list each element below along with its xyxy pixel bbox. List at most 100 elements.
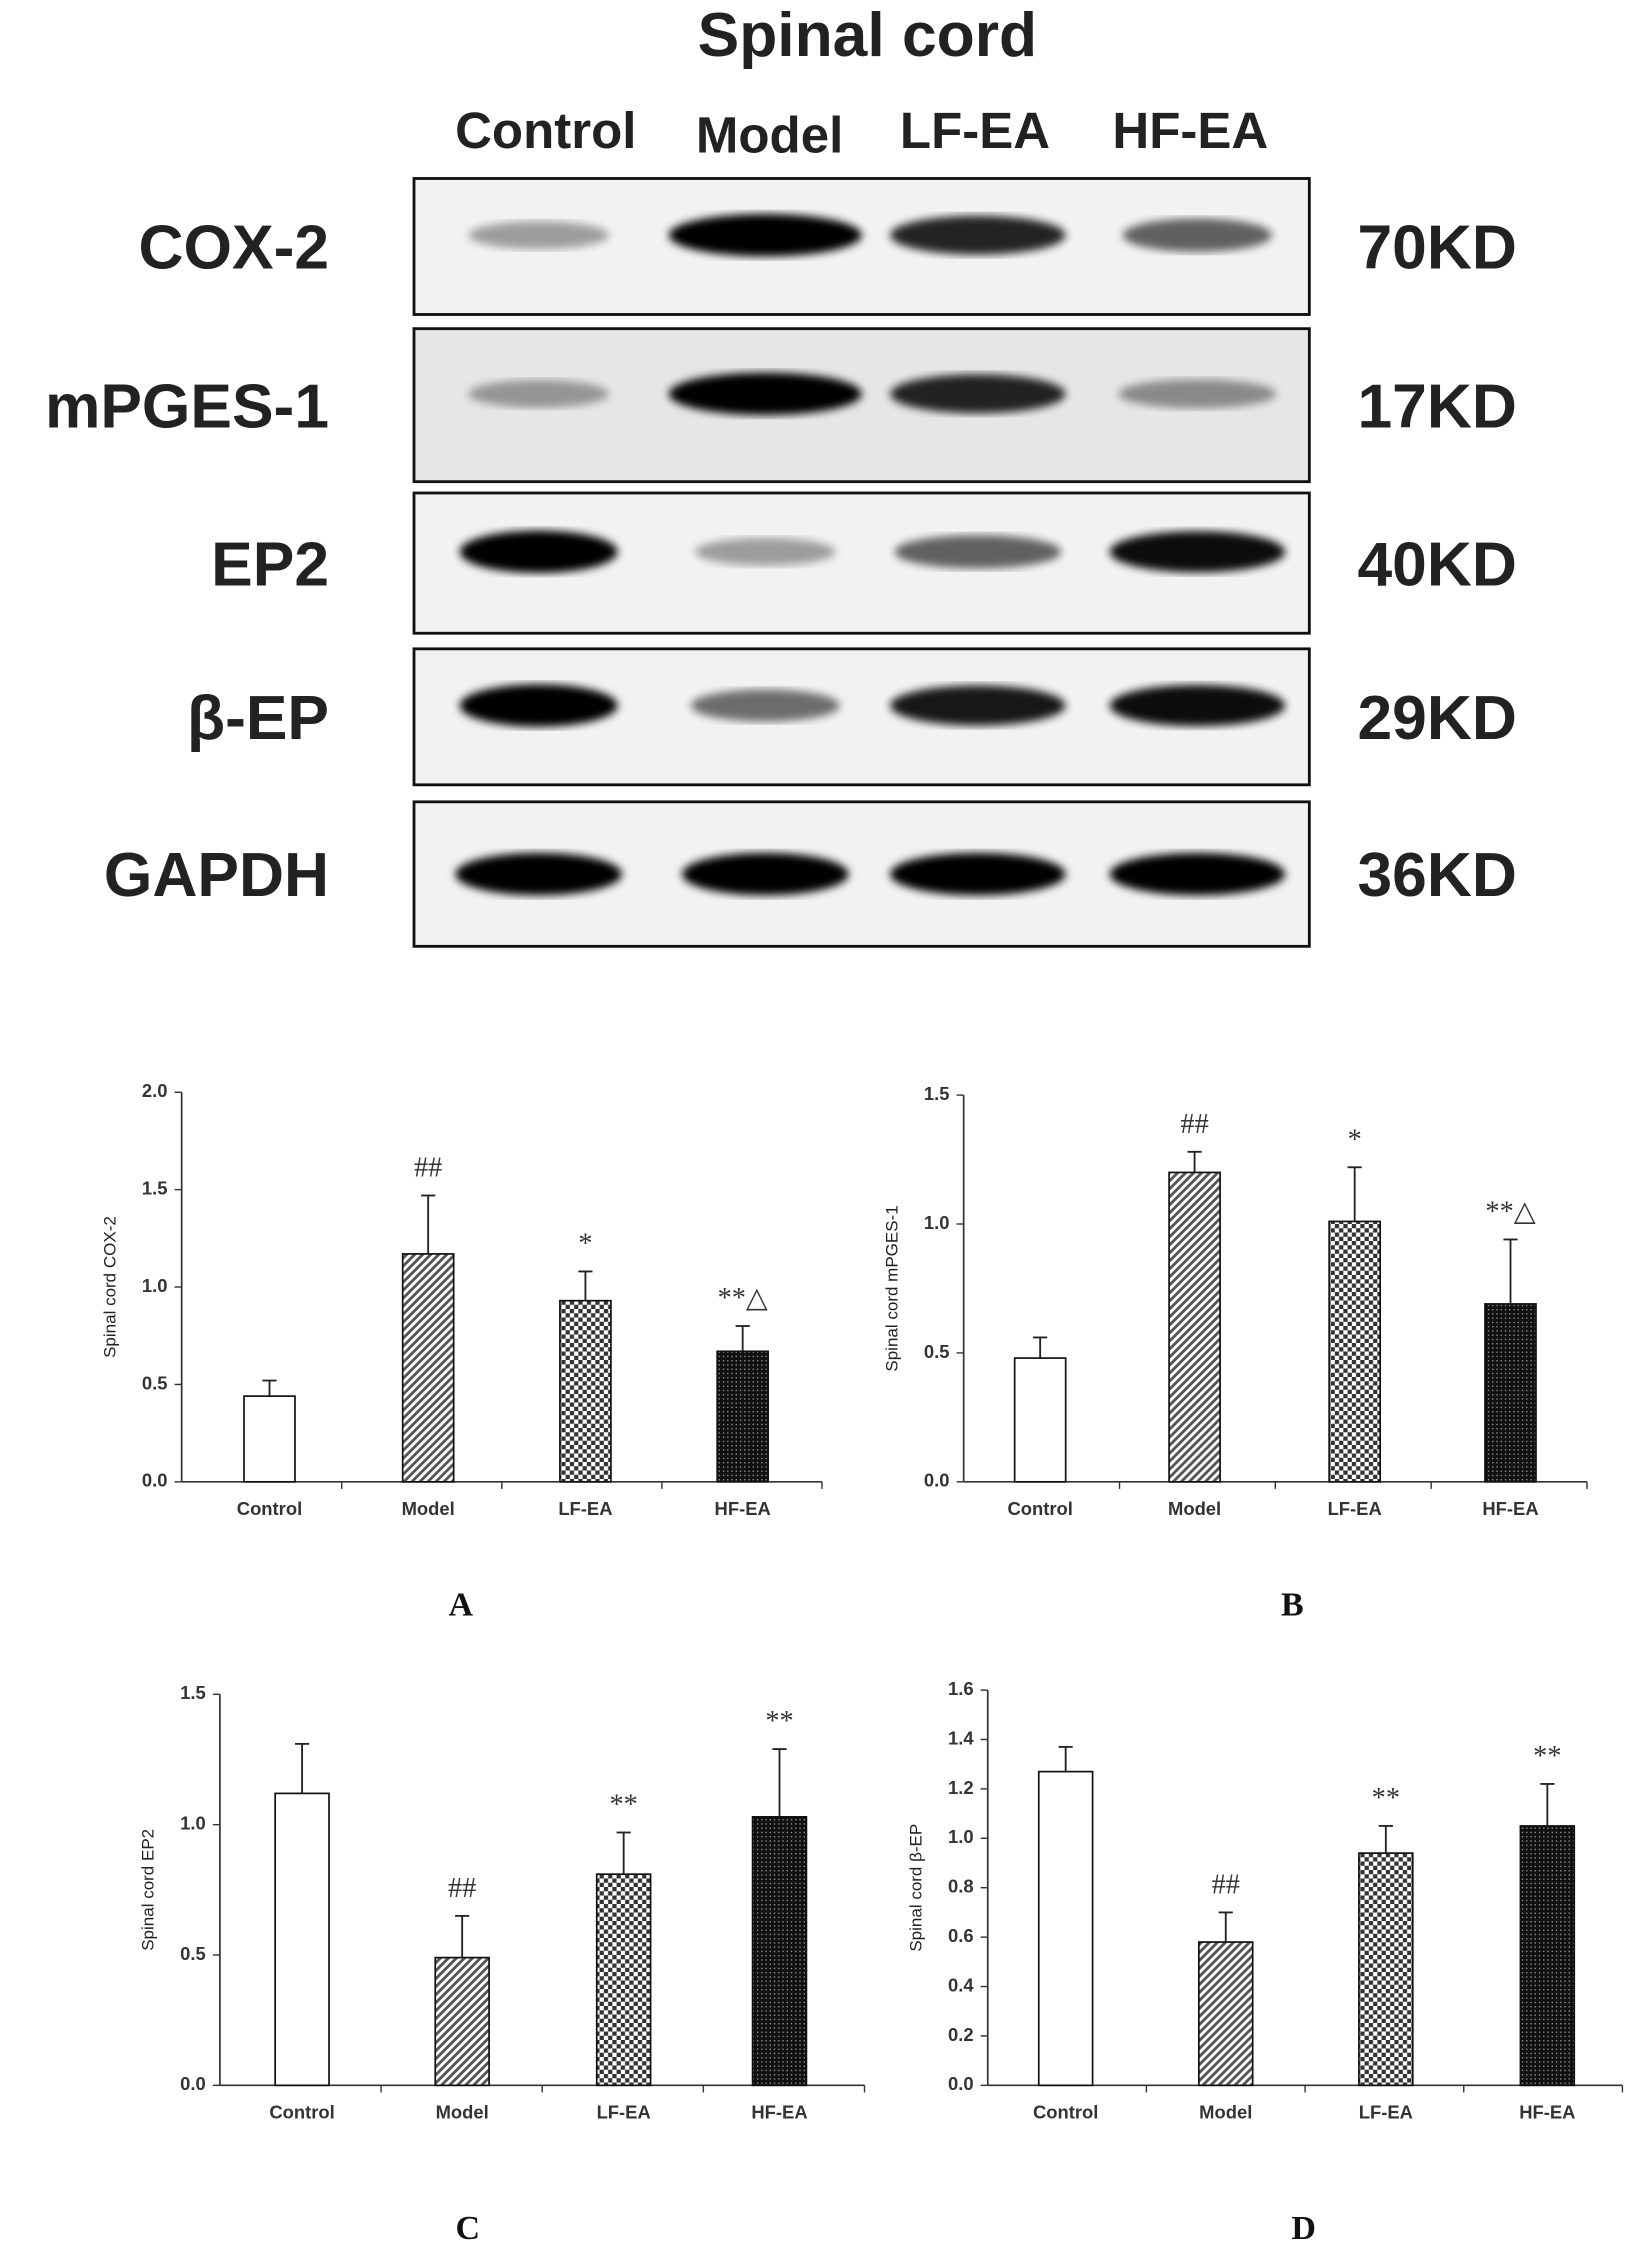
- significance-label: *: [578, 1228, 592, 1259]
- x-tick-label: HF-EA: [1482, 1498, 1538, 1519]
- bar: [401, 1253, 455, 1483]
- significance-label: **: [1533, 1741, 1561, 1772]
- bar-chart: 0.0 0.5 1.0 1.5 Control Model LF-EA HF-EA ## ** **…: [139, 1682, 866, 2244]
- weight-label: 29KD: [1358, 684, 1517, 753]
- weight-label: 17KD: [1358, 372, 1517, 441]
- blot-band: [1109, 852, 1286, 896]
- bar: [274, 1792, 330, 2087]
- x-tick-label: Control: [269, 2102, 334, 2123]
- significance-label: **△: [1485, 1196, 1535, 1227]
- blot-band: [890, 852, 1066, 896]
- panel-label: B: [1281, 1587, 1304, 1624]
- blot-band: [1118, 379, 1277, 409]
- bar: [1484, 1303, 1537, 1483]
- y-tick-label: 1.2: [948, 1777, 974, 1798]
- blot-band: [468, 221, 609, 250]
- y-axis-label: Spinal cord COX-2: [100, 1216, 119, 1358]
- y-tick-label: 0.4: [948, 1974, 974, 1995]
- x-tick-label: HF-EA: [715, 1498, 771, 1519]
- blot-band: [695, 537, 836, 566]
- x-tick-label: Control: [1007, 1498, 1072, 1519]
- y-tick-label: 1.0: [924, 1212, 950, 1233]
- y-tick-label: 0.0: [948, 2073, 974, 2094]
- blot-band: [894, 535, 1062, 569]
- x-tick-label: Model: [402, 1498, 455, 1519]
- y-tick-label: 0.5: [924, 1341, 950, 1362]
- blot-band: [459, 530, 618, 574]
- bar: [716, 1350, 770, 1483]
- weight-label: 36KD: [1358, 841, 1517, 910]
- bar: [1358, 1852, 1414, 2087]
- x-tick-label: Model: [1199, 2102, 1252, 2123]
- blot-band: [1122, 218, 1273, 252]
- bar: [1328, 1220, 1382, 1483]
- blot-band: [459, 684, 618, 727]
- bar: [1197, 1941, 1254, 2087]
- blot-band: [1109, 684, 1286, 727]
- weight-label: 40KD: [1358, 530, 1517, 599]
- x-tick-label: HF-EA: [751, 2102, 807, 2123]
- x-tick-label: LF-EA: [597, 2102, 651, 2123]
- y-tick-label: 2.0: [142, 1080, 168, 1101]
- protein-label: β-EP: [187, 684, 329, 753]
- y-tick-label: 1.0: [180, 1813, 206, 1834]
- y-tick-label: 1.4: [948, 1727, 974, 1748]
- y-tick-label: 0.8: [948, 1876, 974, 1897]
- blot-band: [455, 852, 623, 896]
- blot-band: [668, 372, 862, 416]
- bar: [1519, 1825, 1576, 2087]
- significance-label: **△: [718, 1283, 768, 1314]
- y-tick-label: 1.0: [142, 1275, 168, 1296]
- significance-label: *: [1348, 1124, 1362, 1155]
- bar: [595, 1873, 652, 2087]
- lane-label: LF-EA: [900, 102, 1050, 159]
- y-tick-label: 1.5: [180, 1682, 206, 1703]
- lane-label: Control: [455, 102, 636, 159]
- blot-band: [681, 852, 849, 896]
- bar: [243, 1395, 296, 1483]
- blot-band: [1109, 531, 1286, 573]
- panel-label: D: [1291, 2210, 1316, 2244]
- significance-label: ##: [448, 1873, 476, 1904]
- blot-band: [890, 215, 1066, 255]
- x-tick-label: Control: [237, 1498, 302, 1519]
- y-tick-label: 0.6: [948, 1925, 974, 1946]
- bar: [751, 1815, 808, 2087]
- x-tick-label: HF-EA: [1519, 2102, 1575, 2123]
- x-tick-label: LF-EA: [1359, 2102, 1413, 2123]
- panel-label: A: [448, 1587, 473, 1624]
- bar: [1037, 1770, 1094, 2087]
- x-tick-label: LF-EA: [1328, 1498, 1382, 1519]
- blot-band: [668, 213, 862, 257]
- y-axis-label: Spinal cord mPGES-1: [882, 1205, 901, 1371]
- significance-label: ##: [414, 1152, 442, 1183]
- panel-label: C: [456, 2210, 481, 2244]
- significance-label: **: [1372, 1783, 1400, 1814]
- bar-chart: 0.0 0.5 1.0 1.5 Control Model LF-EA HF-EA ## * **△…: [882, 1083, 1588, 1624]
- protein-label: EP2: [211, 530, 329, 599]
- lane-label: HF-EA: [1112, 102, 1268, 159]
- y-tick-label: 0.5: [142, 1372, 168, 1393]
- x-tick-label: LF-EA: [558, 1498, 612, 1519]
- blot-band: [468, 379, 609, 408]
- significance-label: **: [765, 1706, 793, 1737]
- bar: [434, 1956, 490, 2087]
- x-tick-label: Model: [436, 2102, 489, 2123]
- weight-label: 70KD: [1358, 214, 1517, 283]
- bar: [1013, 1357, 1067, 1483]
- y-tick-label: 0.0: [180, 2073, 206, 2094]
- blot-band: [890, 374, 1066, 414]
- y-axis-label: Spinal cord EP2: [139, 1829, 158, 1951]
- y-tick-label: 0.0: [924, 1470, 950, 1491]
- blot-band: [690, 689, 840, 722]
- y-tick-label: 1.0: [948, 1826, 974, 1847]
- blot-title: Spinal cord: [698, 1, 1037, 70]
- protein-label: GAPDH: [104, 841, 329, 910]
- significance-label: ##: [1180, 1109, 1208, 1140]
- y-tick-label: 1.5: [924, 1083, 950, 1104]
- y-tick-label: 0.0: [142, 1470, 168, 1491]
- y-tick-label: 0.5: [180, 1943, 206, 1964]
- x-tick-label: Model: [1168, 1498, 1221, 1519]
- lane-label: Model: [696, 106, 843, 163]
